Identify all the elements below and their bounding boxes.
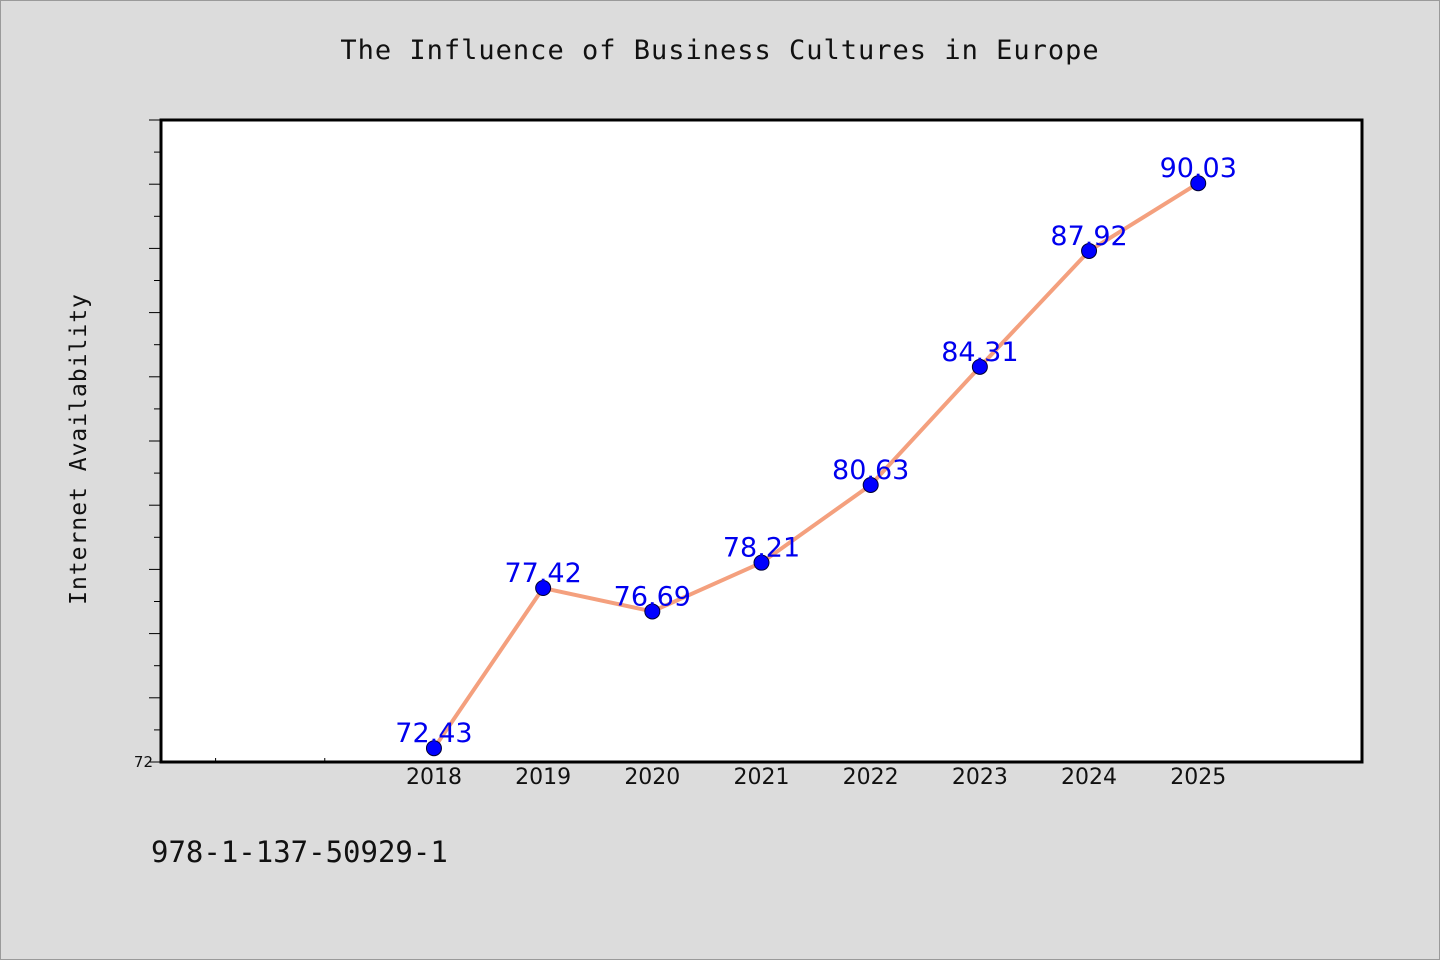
data-labels: 72.43 77.42 76.69 78.21 80.63 84.31 87.92 90.03 (395, 153, 1237, 749)
x-tick-label: 2021 (734, 765, 790, 790)
footer-identifier: 978-1-137-50929-1 (151, 835, 448, 869)
x-tick-label: 2020 (624, 765, 680, 790)
data-point (1081, 242, 1098, 259)
x-axis-minor-ticks (215, 758, 326, 762)
data-label: 72.43 (395, 718, 472, 749)
x-axis-tick-labels: 2018 2019 2020 2021 2022 2023 2024 2025 (406, 765, 1226, 790)
data-label: 76.69 (614, 581, 691, 612)
data-points (425, 175, 1207, 757)
x-tick-label: 2018 (406, 765, 462, 790)
data-point (862, 476, 879, 493)
y-tick-label: 72 (134, 753, 153, 771)
data-point (535, 580, 552, 597)
x-tick-label: 2025 (1170, 765, 1226, 790)
chart-title: The Influence of Business Cultures in Eu… (340, 35, 1100, 66)
series-line (432, 181, 1200, 750)
data-point (1190, 175, 1207, 192)
data-point (425, 740, 442, 757)
data-label: 78.21 (723, 533, 800, 564)
data-point (644, 603, 661, 620)
x-tick-label: 2023 (952, 765, 1008, 790)
y-axis-ticks: 72 (134, 119, 161, 771)
data-label: 90.03 (1160, 153, 1237, 184)
data-label: 87.92 (1050, 221, 1127, 252)
data-label: 84.31 (941, 337, 1018, 368)
x-tick-label: 2019 (515, 765, 571, 790)
data-point (753, 554, 770, 571)
data-label: 77.42 (504, 558, 581, 589)
data-point (971, 358, 988, 375)
y-axis-title: Internet Availability (66, 293, 92, 605)
x-tick-label: 2024 (1061, 765, 1117, 790)
data-label: 80.63 (832, 455, 909, 486)
plot-area (159, 118, 1364, 764)
x-tick-label: 2022 (843, 765, 899, 790)
